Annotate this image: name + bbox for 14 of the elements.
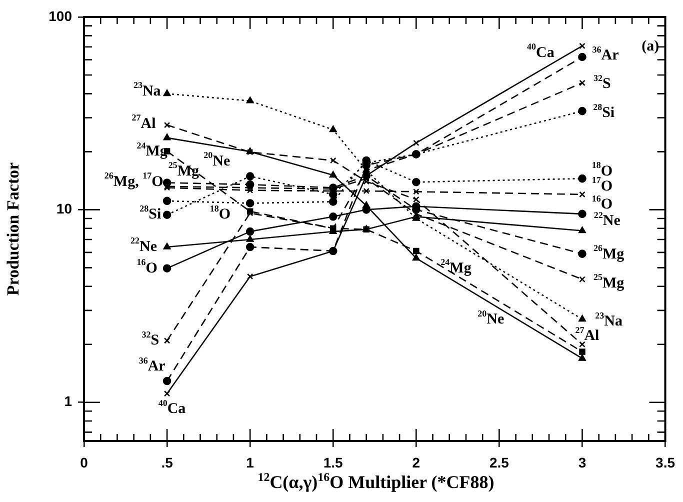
annotation: (a) bbox=[642, 38, 660, 55]
x-tick-label: 2.5 bbox=[489, 454, 510, 470]
x-tick-label: 1 bbox=[246, 454, 254, 470]
y-tick-label: 100 bbox=[48, 8, 72, 24]
x-tick-label: 3 bbox=[578, 454, 586, 470]
x-axis-title: $^{12}$C(α,γ)$^{16}$O Multiplier (*CF88) bbox=[256, 470, 496, 493]
y-tick-label: 1 bbox=[64, 393, 72, 410]
y-tick-label: 10 bbox=[56, 200, 72, 217]
x-tick-label: 3.5 bbox=[656, 454, 676, 470]
x-tick-label: .5 bbox=[161, 454, 174, 470]
x-tick-label: 0 bbox=[80, 454, 88, 470]
x-tick-label: 2 bbox=[412, 454, 420, 470]
y-axis-title: Production Factor bbox=[4, 162, 23, 296]
x-tick-label: 1.5 bbox=[323, 454, 344, 470]
